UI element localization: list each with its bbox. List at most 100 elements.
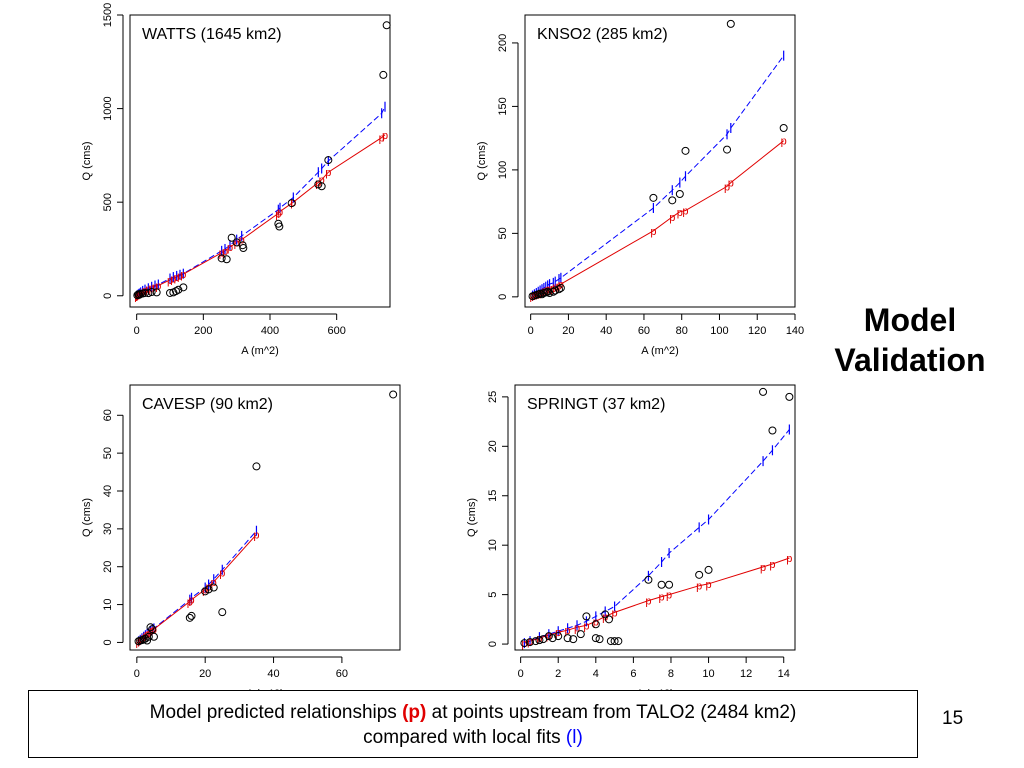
x-tick-label: 12 (740, 668, 752, 680)
model-prediction-marker: p (645, 596, 651, 608)
observed-point (389, 390, 398, 399)
plot-frame (524, 14, 796, 308)
observed-point (287, 199, 296, 208)
observed-point (785, 392, 794, 401)
model-prediction-marker: p (555, 627, 561, 639)
y-tick-label: 150 (497, 97, 509, 115)
model-prediction-marker: p (319, 175, 325, 187)
model-prediction-marker: p (188, 595, 194, 607)
chart-springt: 024681012140510152025A (m^2)Q (cms)SPRIN… (466, 384, 796, 700)
observed-point (675, 190, 684, 199)
model-prediction-marker: p (574, 622, 580, 634)
model-prediction-marker: p (134, 290, 140, 302)
observed-point (222, 255, 231, 264)
y-axis-title: Q (cms) (81, 498, 93, 537)
model-prediction-marker: p (379, 133, 385, 145)
observed-point (554, 632, 563, 641)
model-prediction-marker: p (546, 630, 552, 642)
model-prediction-marker: p (682, 206, 688, 218)
model-prediction-marker: p (180, 269, 186, 281)
model-prediction-marker: p (155, 280, 161, 292)
x-tick-label: 0 (518, 668, 524, 680)
chart-title: SPRINGT (37 km2) (527, 396, 665, 413)
local-fit-line (524, 429, 790, 644)
caption-box: Model predicted relationships (p) at poi… (28, 690, 918, 758)
observed-point (526, 638, 535, 647)
model-prediction-marker: p (677, 207, 683, 219)
model-prediction-marker: p (222, 246, 228, 258)
model-prediction-marker: p (315, 178, 321, 190)
x-tick-label: 2 (555, 668, 561, 680)
y-tick-label: 5 (487, 592, 499, 598)
model-prediction-marker: p (275, 208, 281, 220)
model-prediction-marker: p (174, 272, 180, 284)
slide-title-line-1: Model (863, 302, 957, 338)
x-axis-title: A (m^2) (641, 345, 679, 357)
model-prediction-marker: p (769, 559, 775, 571)
x-tick-label: 20 (562, 325, 574, 337)
model-prediction-marker: p (187, 597, 193, 609)
observed-point (543, 287, 552, 296)
model-prediction-marker: p (219, 248, 225, 260)
observed-point (149, 632, 158, 641)
observed-point (275, 222, 284, 231)
model-prediction-marker: p (151, 624, 157, 636)
y-axis-title: Q (cms) (81, 141, 93, 180)
chart-knso2: 0 20 40 60 80 100 120 140 0 50 100 150 200 A (m^2) Q (… (476, 14, 804, 357)
observed-point (606, 637, 615, 646)
x-tick-label: 0 (528, 325, 534, 337)
model-prediction-marker: p (253, 530, 259, 542)
model-prediction-marker: p (705, 579, 711, 591)
observed-point (582, 612, 591, 621)
model-prediction-marker: p (135, 636, 141, 648)
chart-title: KNSO2 (285 km2) (537, 26, 668, 43)
model-prediction-marker: p (659, 592, 665, 604)
observed-point (252, 462, 261, 471)
y-tick-label: 20 (102, 561, 114, 573)
plot-frame (129, 14, 391, 308)
y-tick-label: 0 (487, 641, 499, 647)
observed-point (644, 575, 653, 584)
model-prediction-marker: p (382, 130, 388, 142)
observed-point (379, 70, 388, 79)
x-tick-label: 600 (327, 325, 345, 337)
y-tick-label: 0 (102, 639, 114, 645)
observed-point (657, 580, 666, 589)
observed-point (681, 146, 690, 155)
x-tick-label: 100 (710, 325, 728, 337)
x-tick-label: 120 (748, 325, 766, 337)
x-tick-label: 60 (638, 325, 650, 337)
plot-frame (129, 384, 401, 651)
x-tick-label: 140 (786, 325, 804, 337)
observed-point (576, 630, 585, 639)
model-prediction-marker: p (593, 616, 599, 628)
model-prediction-marker: p (290, 197, 296, 209)
observed-point (544, 632, 553, 641)
x-tick-label: 40 (267, 668, 279, 680)
observed-point (548, 634, 557, 643)
observed-point (595, 635, 604, 644)
observed-point (556, 283, 565, 292)
caption-l-mark: (l) (565, 727, 583, 748)
x-tick-label: 14 (778, 668, 790, 680)
caption-text-2: at points upstream from TALO2 (2484 km2) (426, 702, 797, 723)
x-tick-label: 10 (702, 668, 714, 680)
observed-point (649, 193, 658, 202)
observed-point (704, 565, 713, 574)
chart-title: CAVESP (90 km2) (142, 396, 273, 413)
caption-line-2: compared with local fits (l) (29, 725, 917, 750)
local-fit-line (136, 106, 386, 296)
x-tick-label: 4 (593, 668, 599, 680)
observed-point (591, 620, 600, 629)
model-prediction-marker: p (781, 136, 787, 148)
x-tick-label: 0 (134, 325, 140, 337)
model-prediction-marker: p (669, 212, 675, 224)
chart-cavesp: 02040600102030405060A (m^2)Q (cms)CAVESP… (81, 384, 401, 700)
model-prediction-marker: p (760, 562, 766, 574)
observed-point (209, 583, 218, 592)
observed-point (591, 634, 600, 643)
model-prediction-marker: p (550, 283, 556, 295)
y-tick-label: 50 (497, 227, 509, 239)
model-prediction-marker: p (170, 274, 176, 286)
observed-point (779, 123, 788, 132)
